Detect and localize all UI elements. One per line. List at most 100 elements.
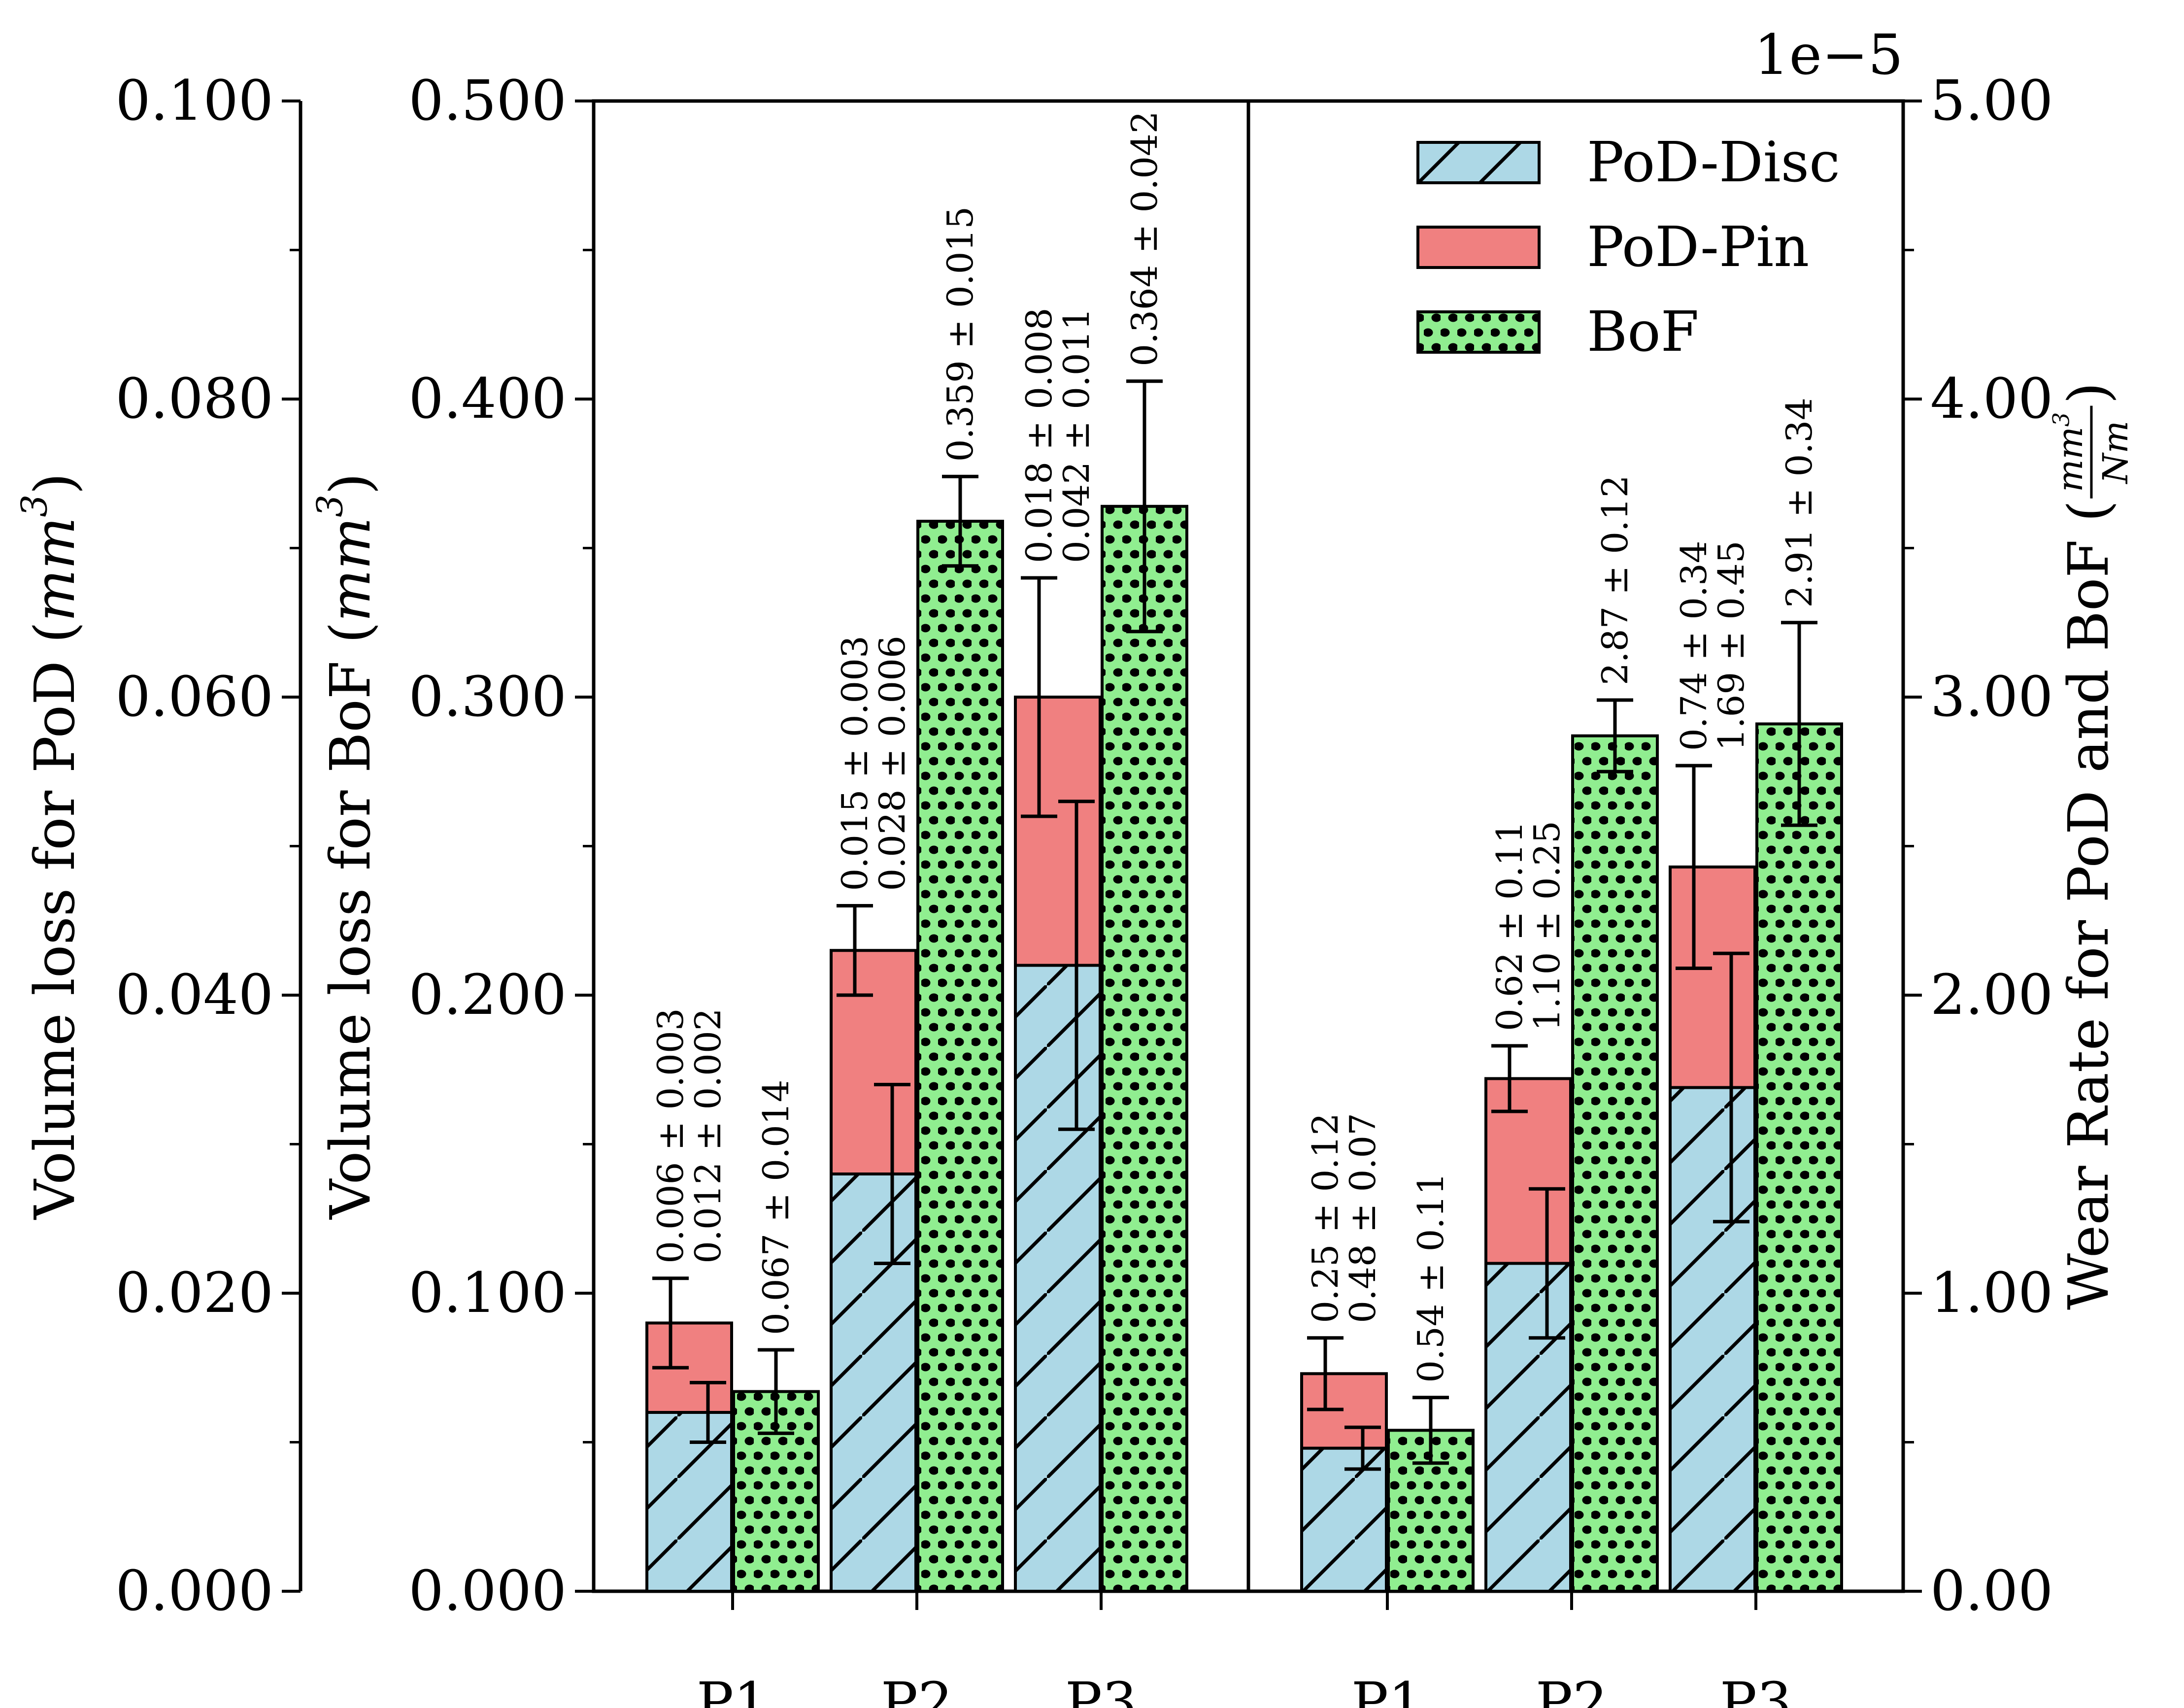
legend-label-PoD-Disc: PoD-Disc [1587,131,1840,195]
wear-axis-offset-text: 1e−5 [1754,23,1903,87]
title-unit: mm [319,517,383,622]
bof-tick-label: 0.200 [408,963,567,1027]
legend-label-PoD-Pin: PoD-Pin [1587,215,1809,279]
bar-pod-disc-hatch-volume-loss-P2 [831,1174,916,1591]
bar-pod-pin-edge-volume-loss-P3 [1014,696,1102,967]
errorbar-total-volume-loss-P2 [837,904,873,997]
annotation-bof-wear-rate-P1: 0.54 ± 0.11 [1410,1172,1451,1383]
wear-tick-label: 2.00 [1930,963,2053,1027]
bar-bof-hatch-volume-loss-P3 [1102,506,1187,1591]
annotation-bof-wear-rate-P2: 2.87 ± 0.12 [1594,475,1636,685]
bof-tick-label: 0.300 [408,665,567,729]
errorbar-bof-volume-loss-P3 [1126,379,1163,634]
errorbar-disc-volume-loss-P2 [874,1083,910,1265]
annotation-pin-volume-loss-P1: 0.006 ± 0.003 [650,1008,691,1263]
bar-pod-pin-edge-wear-rate-P1 [1300,1372,1388,1450]
errorbar-bof-wear-rate-P2 [1597,698,1633,773]
x-tick-label-wear-rate-P1: P1 [1351,1671,1424,1708]
bar-pod-pin-edge-wear-rate-P3 [1669,865,1756,1089]
errorbar-disc-wear-rate-P2 [1529,1187,1565,1340]
title-unit-sup: 3 [2048,412,2074,427]
bof-axis: 0.000 0.100 0.200 0.300 0.400 0.500 [408,69,594,1623]
legend-label-BoF: BoF [1587,300,1699,364]
pod-tick-label: 0.100 [115,69,273,133]
errorbar-bof-wear-rate-P1 [1412,1396,1449,1465]
legend-swatch-edge-BoF [1416,310,1541,354]
x-tick-label-volume-loss-P1: P1 [697,1671,769,1708]
annotation-disc-volume-loss-P3: 0.042 ± 0.011 [1056,308,1097,563]
legend-swatch-hatch-BoF [1418,312,1539,352]
legend-swatch-edge-PoD-Pin [1416,226,1541,269]
annotation-disc-wear-rate-P1: 0.48 ± 0.07 [1342,1113,1383,1323]
bar-pod-disc-hatch-wear-rate-P3 [1670,1087,1755,1591]
pod-axis: 0.000 0.020 0.040 0.060 0.080 0.100 [115,69,301,1623]
pod-tick-label: 0.020 [115,1261,273,1325]
annotation-pin-volume-loss-P3: 0.018 ± 0.008 [1018,308,1060,563]
bar-pod-pin-volume-loss-P3 [1015,697,1100,966]
bof-tick-label: 0.100 [408,1261,567,1325]
x-tick-label-wear-rate-P2: P2 [1536,1671,1608,1708]
annotation-pin-wear-rate-P1: 0.25 ± 0.12 [1305,1113,1346,1323]
bar-pod-disc-hatch-wear-rate-P2 [1486,1263,1571,1591]
annotation-disc-volume-loss-P1: 0.012 ± 0.002 [687,1008,729,1263]
legend-swatch-PoD-Pin [1418,227,1539,268]
bar-pod-pin-edge-volume-loss-P1 [645,1321,733,1414]
title-unit: mm [2050,427,2090,492]
bof-tick-label: 0.000 [408,1559,567,1623]
pod-tick-label: 0.060 [115,665,273,729]
bar-pod-pin-edge-volume-loss-P2 [830,949,917,1175]
wear-axis-title-frac-denominator: Nm [2095,421,2136,485]
title-text: ) [23,473,87,495]
bar-pod-pin-wear-rate-P2 [1486,1078,1571,1264]
wear-tick-label: 3.00 [1930,665,2053,729]
wear-axis: 0.00 1.00 2.00 3.00 4.00 5.00 [1903,69,2053,1623]
annotation-disc-wear-rate-P2: 1.10 ± 0.25 [1526,821,1568,1031]
errorbar-total-wear-rate-P3 [1676,764,1712,971]
errorbar-total-volume-loss-P1 [652,1276,689,1370]
title-unit: mm [23,517,87,621]
x-tick-label-volume-loss-P2: P2 [881,1671,953,1708]
annotation-bof-wear-rate-P3: 2.91 ± 0.34 [1779,398,1820,608]
legend-swatch-hatch-PoD-Disc [1418,142,1539,183]
annotation-pin-wear-rate-P2: 0.62 ± 0.11 [1489,821,1530,1031]
bar-bof-hatch-wear-rate-P3 [1757,724,1842,1591]
bar-pod-pin-edge-wear-rate-P2 [1484,1077,1572,1265]
annotation-bof-volume-loss-P3: 0.364 ± 0.042 [1124,111,1165,366]
pod-tick-label: 0.040 [115,963,273,1027]
bar-pod-disc-hatch-volume-loss-P3 [1015,965,1100,1591]
pod-tick-label: 0.000 [115,1559,273,1623]
bar-pod-disc-hatch-wear-rate-P1 [1302,1448,1386,1591]
bar-pod-disc-hatch-volume-loss-P1 [647,1412,732,1591]
errorbar-total-volume-loss-P3 [1021,576,1057,818]
wear-tick-label: 1.00 [1930,1261,2053,1325]
group-wear-rate: 0.25 ± 0.120.48 ± 0.07 0.54 ± 0.11 P1 0.62 … [1300,398,1843,1708]
bof-axis-title: Volume loss for BoF (mm3) [309,473,383,1220]
wear-tick-label: 0.00 [1930,1559,2053,1623]
wear-axis-title-suffix: ) [2057,382,2121,404]
annotation-bof-volume-loss-P2: 0.359 ± 0.015 [940,206,981,462]
errorbar-disc-wear-rate-P1 [1344,1425,1381,1471]
title-text: ) [319,473,383,495]
annotation-pin-wear-rate-P3: 0.74 ± 0.34 [1673,540,1714,751]
errorbar-bof-volume-loss-P2 [942,474,978,568]
pod-axis-title-group: Volume loss for PoD (mm3) [13,473,87,1220]
x-tick-label-wear-rate-P3: P3 [1720,1671,1792,1708]
errorbar-total-wear-rate-P1 [1307,1336,1344,1411]
title-text: Volume loss for PoD ( [23,622,87,1220]
bar-bof-hatch-wear-rate-P2 [1573,736,1657,1591]
wear-tick-label: 5.00 [1930,69,2053,133]
annotation-pin-volume-loss-P2: 0.015 ± 0.003 [834,636,875,891]
bar-pod-pin-volume-loss-P2 [831,950,916,1174]
errorbar-total-wear-rate-P2 [1491,1044,1528,1113]
wear-tick-label: 4.00 [1930,367,2053,431]
legend: PoD-Disc PoD-Pin BoF [1416,131,1840,364]
annotation-disc-wear-rate-P3: 1.69 ± 0.45 [1711,540,1752,751]
title-unit-sup: 3 [13,495,55,517]
title-text: Volume loss for BoF ( [319,622,383,1220]
annotation-bof-volume-loss-P1: 0.067 ± 0.014 [755,1080,797,1335]
title-unit-sup: 3 [309,495,350,517]
bar-bof-hatch-volume-loss-P2 [918,521,1003,1591]
